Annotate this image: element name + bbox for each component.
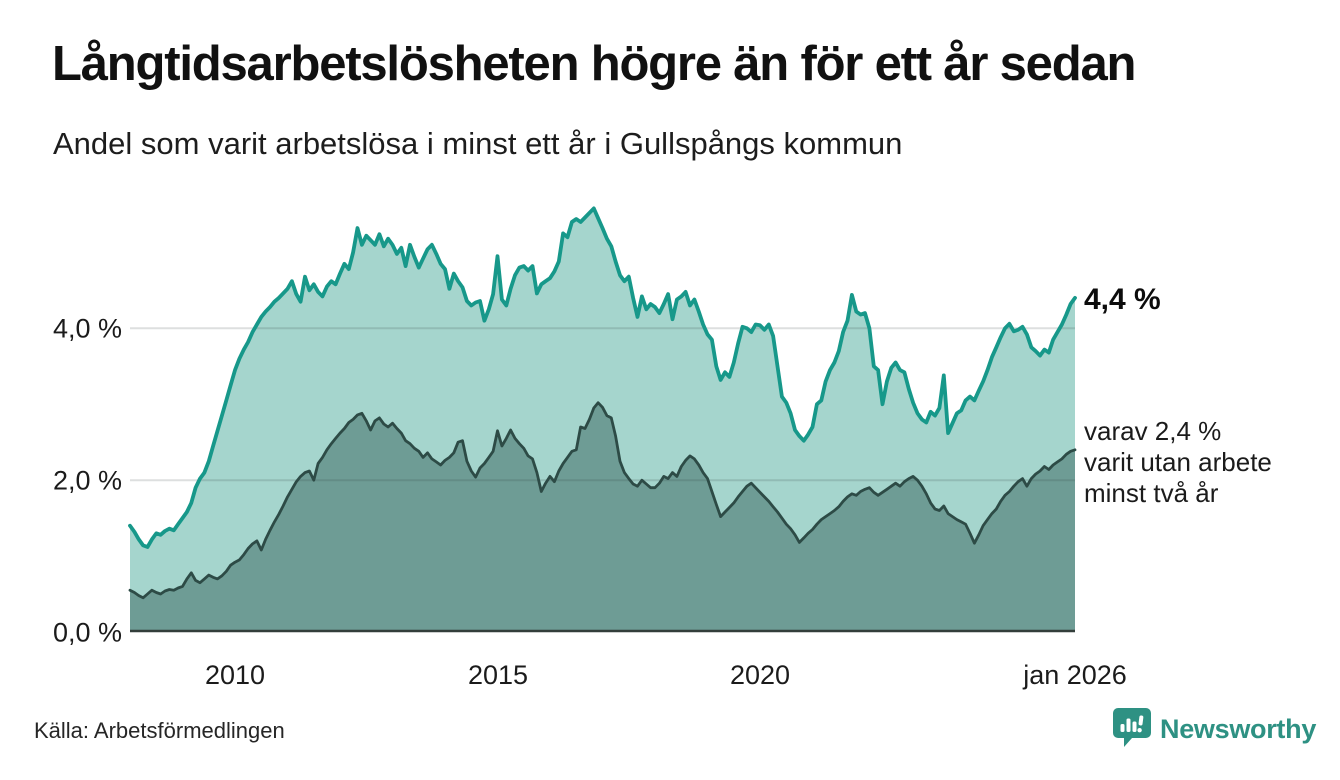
latest-subvalue-label: varav 2,4 % varit utan arbete minst två … <box>1084 416 1272 508</box>
y-tick-label-2: 2,0 % <box>52 465 122 496</box>
latest-value-label: 4,4 % <box>1084 283 1161 316</box>
y-tick-label-0: 0,0 % <box>52 617 122 648</box>
newsworthy-wordmark: Newsworthy <box>1160 713 1317 744</box>
source-credit: Källa: Arbetsförmedlingen <box>34 718 285 743</box>
newsworthy-logo[interactable]: Newsworthy <box>1112 707 1316 751</box>
area-chart <box>128 206 1077 633</box>
x-tick-label: 2020 <box>729 660 791 690</box>
x-tick-label: jan 2026 <box>1023 660 1127 690</box>
x-tick-label: 2010 <box>204 660 266 690</box>
page-title: Långtidsarbetslösheten högre än för ett … <box>52 37 1136 91</box>
x-tick-label: 2015 <box>467 660 529 690</box>
y-tick-label-4: 4,0 % <box>52 313 122 344</box>
newsworthy-chart-bubble-icon <box>1112 706 1160 753</box>
chart-subtitle: Andel som varit arbetslösa i minst ett å… <box>53 126 903 161</box>
